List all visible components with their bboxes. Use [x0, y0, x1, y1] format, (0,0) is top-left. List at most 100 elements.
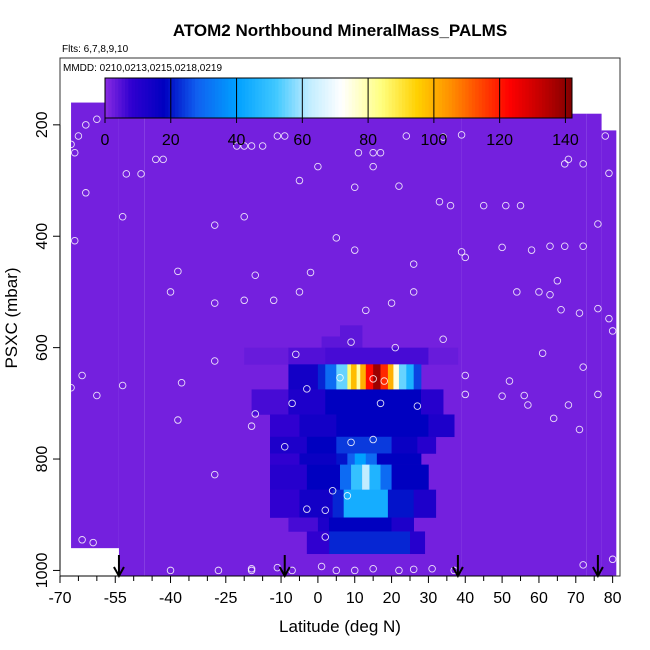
heatmap-cell: [340, 325, 363, 348]
colorbar-segment: [448, 78, 453, 118]
colorbar-segment: [495, 78, 500, 118]
colorbar-segment: [401, 78, 406, 118]
colorbar-segment: [441, 78, 446, 118]
x-tick-label: -10: [269, 590, 292, 607]
sample-point: [376, 148, 385, 157]
sample-point: [564, 155, 573, 164]
sample-point: [557, 306, 565, 314]
colorbar-segment: [218, 78, 223, 118]
sample-point: [251, 410, 260, 418]
dates-label: MMDD: 0210,0213,0215,0218,0219: [63, 63, 222, 74]
sample-point: [369, 162, 377, 171]
sample-point: [350, 183, 359, 191]
colorbar-segment: [118, 78, 123, 118]
colorbar-segment: [165, 78, 169, 118]
sample-point: [332, 566, 341, 575]
x-tick-label: -70: [48, 590, 71, 607]
colorbar-segment: [295, 78, 299, 118]
heatmap-cell: [328, 531, 411, 555]
heatmap-cell: [356, 364, 361, 390]
sample-point: [67, 383, 75, 392]
colorbar-segment: [361, 78, 366, 118]
heatmap-cell: [306, 464, 341, 490]
sample-point: [247, 142, 256, 150]
colorbar-segment: [348, 78, 353, 118]
x-tick-label: 40: [456, 590, 474, 607]
sample-point: [67, 140, 75, 149]
sample-point: [439, 335, 447, 344]
sample-point: [258, 142, 267, 150]
colorbar-segment: [111, 78, 116, 118]
heatmap-cell: [251, 389, 289, 415]
colorbar-segment: [225, 78, 229, 118]
heatmap-cell: [288, 347, 326, 365]
sample-point: [292, 350, 300, 359]
colorbar-segment: [391, 78, 396, 118]
sample-point: [579, 242, 587, 251]
sample-point: [579, 561, 587, 569]
sample-point: [413, 402, 422, 410]
heatmap-cell: [306, 531, 330, 555]
sample-point: [251, 271, 260, 279]
colorbar-segment: [455, 78, 460, 118]
y-axis: 200 400 600 800 1000: [34, 111, 61, 588]
colorbar-segment: [185, 78, 189, 118]
heatmap-cell: [270, 436, 308, 454]
sample-point: [210, 221, 219, 229]
colorbar-segment: [461, 78, 466, 118]
sample-point: [210, 299, 219, 307]
x-tick-label: 50: [493, 590, 511, 607]
colorbar-segment: [458, 78, 463, 118]
colorbar-segment: [435, 78, 440, 118]
heatmap-cell: [336, 436, 392, 454]
sample-point: [166, 566, 175, 575]
coverage-cell: [601, 130, 617, 576]
colorbar-segment: [275, 78, 279, 118]
colorbar-segment: [175, 78, 179, 118]
heatmap-cell: [421, 389, 444, 415]
heatmap-cell: [343, 489, 389, 518]
sample-point: [93, 115, 101, 124]
sample-point: [280, 132, 289, 140]
colorbar-segment: [511, 78, 516, 118]
colorbar-segment: [155, 78, 159, 118]
colorbar-segment: [548, 78, 553, 118]
colorbar-segment: [515, 78, 520, 118]
sample-point: [446, 201, 455, 210]
sample-point: [553, 277, 562, 285]
colorbar-segment: [231, 78, 236, 118]
heatmap-cell: [351, 364, 357, 390]
sample-point: [560, 242, 569, 251]
colorbar-segment: [488, 78, 493, 118]
colorbar-segment: [478, 78, 483, 118]
heatmap-cell: [270, 464, 308, 490]
colorbar-segment: [528, 78, 533, 118]
colorbar-segment: [355, 78, 360, 118]
colorbar-segment: [395, 78, 400, 118]
colorbar-segment: [381, 78, 386, 118]
sample-point: [137, 170, 145, 178]
sample-point: [350, 566, 359, 575]
colorbar-segment: [475, 78, 480, 118]
sample-point: [82, 121, 90, 129]
colorbar-segment: [498, 78, 503, 118]
colorbar-segment: [368, 78, 373, 118]
heatmap-cell: [365, 364, 374, 390]
colorbar-segment: [471, 78, 476, 118]
colorbar-segment: [221, 78, 226, 118]
colorbar-segment: [531, 78, 536, 118]
sample-point: [608, 555, 617, 564]
colorbar-segment: [191, 78, 196, 118]
colorbar-segment: [271, 78, 276, 118]
colorbar-segment: [215, 78, 219, 118]
colorbar-segment: [278, 78, 283, 118]
sample-point: [369, 565, 377, 573]
colorbar-segment: [125, 78, 129, 118]
colorbar-segment: [208, 78, 213, 118]
sample-point: [210, 470, 219, 479]
colorbar-segment: [158, 78, 163, 118]
colorbar-segment: [468, 78, 473, 118]
sample-point: [343, 492, 352, 500]
x-tick-label: 20: [383, 590, 401, 607]
colorbar-segment: [288, 78, 293, 118]
